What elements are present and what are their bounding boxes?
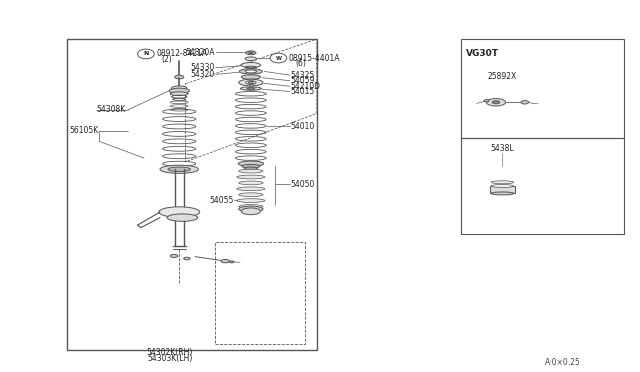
Ellipse shape xyxy=(245,57,257,61)
Bar xyxy=(67,39,317,350)
Text: N: N xyxy=(143,51,148,57)
Ellipse shape xyxy=(241,208,260,215)
Bar xyxy=(461,138,624,234)
Ellipse shape xyxy=(492,181,514,184)
Ellipse shape xyxy=(169,88,189,93)
Text: 54303K(LH): 54303K(LH) xyxy=(147,355,192,363)
Circle shape xyxy=(270,53,287,63)
Text: 54308K: 54308K xyxy=(96,105,125,114)
Text: W: W xyxy=(275,55,282,61)
Ellipse shape xyxy=(167,214,198,221)
Text: (2): (2) xyxy=(161,55,172,64)
Ellipse shape xyxy=(492,185,514,187)
Ellipse shape xyxy=(239,181,263,185)
Text: 54210D: 54210D xyxy=(291,82,321,91)
Ellipse shape xyxy=(237,187,265,191)
Ellipse shape xyxy=(239,169,263,173)
Text: 54320A: 54320A xyxy=(186,48,215,57)
Text: 54320: 54320 xyxy=(191,70,215,79)
Ellipse shape xyxy=(160,165,198,173)
Text: A·0×0.25: A·0×0.25 xyxy=(545,358,581,367)
Ellipse shape xyxy=(239,205,263,208)
Text: 54055: 54055 xyxy=(209,196,234,205)
Ellipse shape xyxy=(486,99,506,106)
Text: 08915-4401A: 08915-4401A xyxy=(289,54,340,62)
Ellipse shape xyxy=(239,79,263,86)
Ellipse shape xyxy=(248,52,253,54)
Text: 54015: 54015 xyxy=(291,87,315,96)
Bar xyxy=(490,186,515,193)
Ellipse shape xyxy=(241,62,260,68)
Ellipse shape xyxy=(242,164,260,168)
Ellipse shape xyxy=(230,261,234,263)
Text: 54330: 54330 xyxy=(191,63,215,72)
Bar xyxy=(215,242,305,344)
Text: VG30T: VG30T xyxy=(466,49,499,58)
Text: 54325: 54325 xyxy=(291,71,315,80)
Ellipse shape xyxy=(246,81,256,84)
Ellipse shape xyxy=(492,101,500,104)
Ellipse shape xyxy=(239,69,262,74)
Ellipse shape xyxy=(244,167,257,170)
Circle shape xyxy=(138,49,154,59)
Ellipse shape xyxy=(170,254,178,257)
Ellipse shape xyxy=(484,100,489,102)
Text: 25892X: 25892X xyxy=(488,72,517,81)
Text: 08912-8421A: 08912-8421A xyxy=(157,49,208,58)
Ellipse shape xyxy=(170,92,188,96)
Ellipse shape xyxy=(491,192,514,195)
Ellipse shape xyxy=(521,101,529,104)
Ellipse shape xyxy=(241,75,260,79)
Text: 54050: 54050 xyxy=(291,180,315,189)
Text: 54302K(RH): 54302K(RH) xyxy=(147,348,193,357)
Ellipse shape xyxy=(246,51,256,55)
Text: 56105K: 56105K xyxy=(69,126,99,135)
Ellipse shape xyxy=(184,257,190,260)
Ellipse shape xyxy=(221,260,230,263)
Bar xyxy=(461,39,624,138)
Ellipse shape xyxy=(175,75,184,79)
Ellipse shape xyxy=(239,193,263,196)
Ellipse shape xyxy=(247,88,255,90)
Ellipse shape xyxy=(168,167,191,171)
Ellipse shape xyxy=(238,161,264,166)
Text: 54059: 54059 xyxy=(291,76,315,85)
Ellipse shape xyxy=(239,206,263,212)
Ellipse shape xyxy=(248,81,253,84)
Ellipse shape xyxy=(172,86,187,90)
Ellipse shape xyxy=(159,207,200,217)
Text: 5438L: 5438L xyxy=(491,144,514,153)
Ellipse shape xyxy=(240,87,262,90)
Text: (6): (6) xyxy=(296,59,307,68)
Ellipse shape xyxy=(237,175,265,179)
Ellipse shape xyxy=(237,199,265,202)
Text: 54010: 54010 xyxy=(291,122,315,131)
Ellipse shape xyxy=(245,70,257,73)
